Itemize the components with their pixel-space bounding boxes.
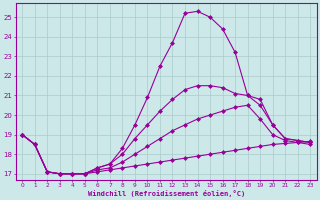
X-axis label: Windchill (Refroidissement éolien,°C): Windchill (Refroidissement éolien,°C) bbox=[88, 190, 245, 197]
